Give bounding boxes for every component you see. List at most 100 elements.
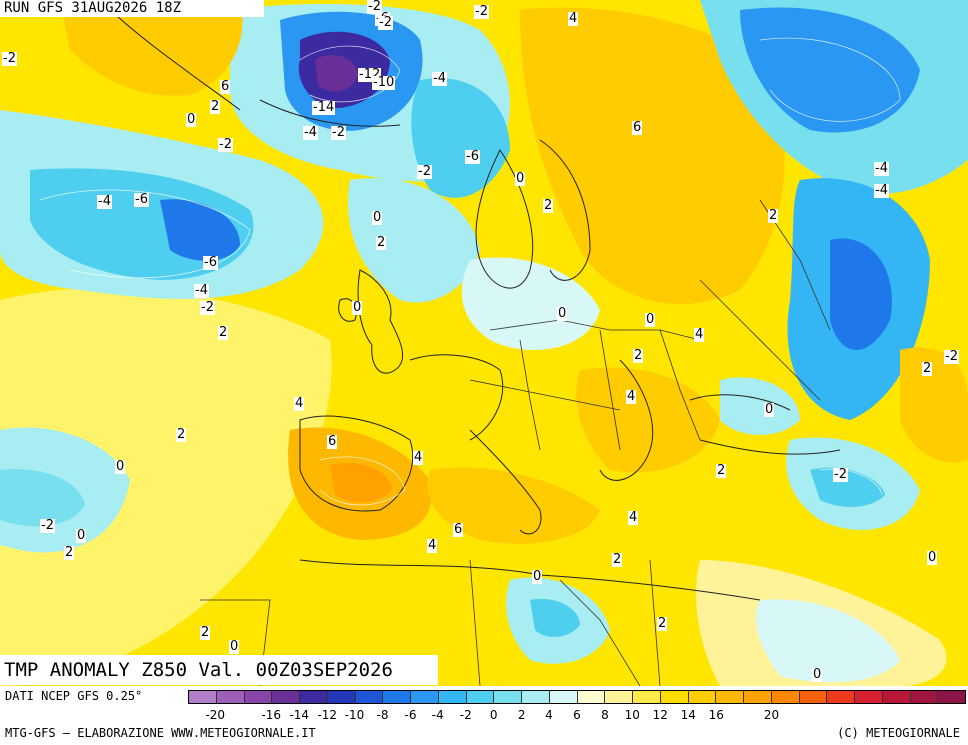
contour-label: 0 <box>515 171 526 186</box>
contour-label: 4 <box>628 510 639 525</box>
anomaly-field-cold-urals-core <box>740 7 920 133</box>
colorbar-tick-label: -16 <box>261 708 282 722</box>
contour-label: 6 <box>327 434 338 449</box>
colorbar-swatch <box>938 691 965 703</box>
colorbar-swatch <box>799 691 828 703</box>
contour-label: -6 <box>134 192 149 207</box>
colorbar-tick-label: 4 <box>545 708 553 722</box>
colorbar-swatch <box>882 691 911 703</box>
contour-label: -2 <box>218 137 233 152</box>
colorbar-tick-label: 6 <box>573 708 581 722</box>
anomaly-field-cold-azores-core <box>0 469 85 527</box>
contour-label: 0 <box>372 210 383 225</box>
anomaly-field-atlantic <box>0 287 332 686</box>
contour-label: 2 <box>210 99 221 114</box>
contour-label: -6 <box>465 149 480 164</box>
contour-label: 0 <box>645 312 656 327</box>
contour-label: -4 <box>432 71 447 86</box>
colorbar-tick-label: -12 <box>317 708 338 722</box>
colorbar-tick-label: 20 <box>763 708 780 722</box>
colorbar-tick-label: 10 <box>624 708 640 722</box>
contour-label: -2 <box>833 467 848 482</box>
colorbar-swatch <box>716 691 744 703</box>
contour-label: -2 <box>944 349 959 364</box>
contour-label: 0 <box>557 306 568 321</box>
contour-label: -6 <box>203 255 218 270</box>
contour-label: 2 <box>543 198 554 213</box>
contour-label: 4 <box>427 538 438 553</box>
contour-label: -2 <box>474 4 489 19</box>
colorbar-swatch <box>910 691 939 703</box>
contour-label: 4 <box>626 389 637 404</box>
contour-label: -2 <box>417 164 432 179</box>
colorbar-tick-label: 2 <box>517 708 526 722</box>
contour-label: 2 <box>200 625 211 640</box>
colorbar-swatch <box>300 691 328 703</box>
contour-label: -4 <box>97 194 112 209</box>
contour-label: 2 <box>657 616 668 631</box>
colorbar-tick-label: -8 <box>376 708 389 722</box>
contour-label: -2 <box>40 518 55 533</box>
contour-label: 0 <box>186 112 197 127</box>
data-source: DATI NCEP GFS 0.25° <box>5 689 143 703</box>
colorbar-swatch <box>355 691 384 703</box>
contour-label: 6 <box>453 522 464 537</box>
colorbar-swatch <box>771 691 800 703</box>
colorbar-swatch <box>438 691 467 703</box>
credit-left: MTG-GFS — ELABORAZIONE WWW.METEOGIORNALE… <box>5 726 316 740</box>
contour-label: 4 <box>694 327 705 342</box>
contour-label: 2 <box>633 348 644 363</box>
anomaly-field-cold-sahara-core <box>530 598 580 637</box>
contour-label: 2 <box>612 552 623 567</box>
colorbar-tick-label: -4 <box>431 708 444 722</box>
colorbar-tick-label: -20 <box>205 708 226 722</box>
contour-label: 2 <box>64 545 75 560</box>
contour-label: -4 <box>874 183 889 198</box>
anomaly-field-warm-med <box>427 467 600 544</box>
contour-label: 0 <box>352 300 363 315</box>
colorbar-ticks: -20 -16 -14 -12 -10 -8 -6 -4 -2 0 2 4 6 8 10 12 14 16 20 <box>188 708 966 724</box>
contour-label: -4 <box>874 161 889 176</box>
contour-label: 6 <box>632 120 643 135</box>
contour-label: -2 <box>331 125 346 140</box>
colorbar-tick-label: -6 <box>404 708 417 722</box>
contour-label: 2 <box>176 427 187 442</box>
colorbar-tick-label: 16 <box>708 708 724 722</box>
colorbar-swatch <box>189 691 217 703</box>
colorbar-swatch <box>216 691 245 703</box>
anomaly-field-warm-iberia-core <box>330 462 392 502</box>
contour-label: 2 <box>922 361 933 376</box>
map-title: TMP ANOMALY Z850 Val. 00Z03SEP2026 <box>0 655 438 685</box>
colorbar-swatch <box>633 691 661 703</box>
anomaly-field-warm-russia <box>520 7 785 305</box>
contour-label: 4 <box>413 450 424 465</box>
contour-label: 6 <box>220 79 231 94</box>
colorbar-swatch <box>744 691 772 703</box>
contour-label: 0 <box>532 569 543 584</box>
colorbar-swatch <box>411 691 439 703</box>
contour-label: -2 <box>200 300 215 315</box>
anomaly-field-cold-atlantic-min <box>160 199 240 261</box>
contour-label: 0 <box>764 402 775 417</box>
colorbar-swatch <box>244 691 273 703</box>
colorbar-swatch <box>577 691 606 703</box>
contour-label: 0 <box>812 667 823 682</box>
colorbar-swatch <box>549 691 578 703</box>
colorbar-tick-label: 12 <box>652 708 668 722</box>
colorbar-swatch <box>494 691 522 703</box>
colorbar-swatch <box>327 691 356 703</box>
colorbar <box>188 690 966 704</box>
contour-label: 2 <box>376 235 387 250</box>
colorbar-swatch <box>827 691 855 703</box>
run-label: RUN GFS 31AUG2026 18Z <box>0 0 264 17</box>
anomaly-field-cold-norway-sea <box>411 78 510 198</box>
colorbar-swatch <box>522 691 550 703</box>
anomaly-field-warm-balkans <box>576 367 720 473</box>
colorbar-swatch <box>688 691 717 703</box>
contour-label: -4 <box>194 283 209 298</box>
contour-label: 2 <box>716 463 727 478</box>
contour-label: -2 <box>2 51 17 66</box>
colorbar-swatch <box>855 691 883 703</box>
credit-right: (C) METEOGIORNALE <box>837 726 960 740</box>
anomaly-field-warm-iran <box>900 347 968 463</box>
